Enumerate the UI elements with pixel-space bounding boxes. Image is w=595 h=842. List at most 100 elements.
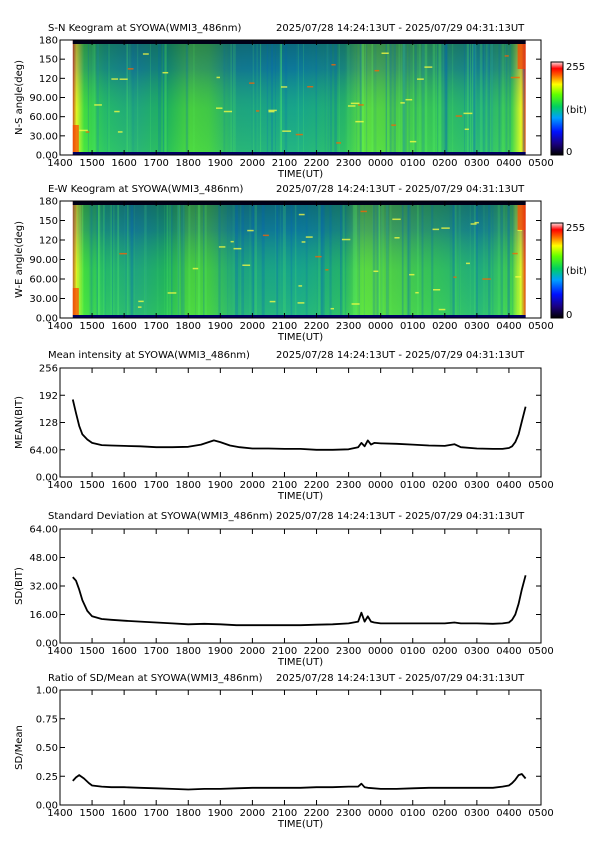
- x-tick-label: 0100: [400, 321, 425, 332]
- keogram-streak: [363, 205, 365, 315]
- keogram-streak: [453, 205, 456, 315]
- keogram-streak: [294, 205, 297, 315]
- x-tick-label: 1500: [79, 480, 104, 491]
- keogram-feature: [415, 291, 419, 294]
- keogram-feature: [400, 102, 405, 104]
- y-tick-label: 1.00: [36, 686, 58, 697]
- x-tick-label: 1800: [176, 158, 201, 169]
- y-tick-label: 0.00: [36, 639, 58, 650]
- keogram-streak: [473, 205, 476, 315]
- x-tick-label: 1700: [143, 808, 168, 819]
- keogram-streak: [507, 205, 510, 315]
- keogram-feature: [307, 85, 314, 88]
- keogram-streak: [280, 205, 282, 315]
- keogram-feature: [424, 66, 433, 68]
- x-tick-label: 1700: [143, 480, 168, 491]
- keogram-feature: [510, 76, 520, 79]
- keogram-streak: [131, 205, 133, 315]
- panel-time-range: 2025/07/28 14:24:13UT - 2025/07/29 04:31…: [276, 673, 525, 684]
- keogram-streak: [385, 44, 388, 152]
- panels: S-N Keogram at SYOWA(WMI3_486nm) 2025/07/…: [14, 23, 587, 830]
- keogram-feature: [94, 104, 102, 106]
- keogram-streak: [472, 44, 474, 152]
- keogram-feature: [433, 289, 441, 291]
- colorbar-min-label: 0: [566, 310, 572, 321]
- keogram-streak: [97, 205, 101, 315]
- x-tick-label: 0400: [496, 808, 521, 819]
- keogram-streak: [324, 44, 327, 152]
- panel-time-range: 2025/07/28 14:24:13UT - 2025/07/29 04:31…: [276, 511, 525, 522]
- y-tick-label: 120: [39, 236, 58, 247]
- panel-time-range: 2025/07/28 14:24:13UT - 2025/07/29 04:31…: [276, 23, 525, 34]
- keogram-streak: [251, 205, 254, 315]
- colorbar: [550, 222, 564, 319]
- keogram-streak: [483, 205, 485, 315]
- keogram-streak: [403, 44, 405, 152]
- keogram-streak: [128, 205, 129, 315]
- y-tick-label: 150: [39, 216, 58, 227]
- keogram-feature: [347, 105, 356, 107]
- keogram-streak: [507, 205, 511, 315]
- panel-3: Mean intensity at SYOWA(WMI3_486nm) 2025/…: [14, 350, 554, 502]
- x-tick-label: 2200: [304, 480, 329, 491]
- keogram-streak: [183, 205, 185, 315]
- keogram-streak: [180, 205, 184, 315]
- x-tick-label: 0300: [464, 321, 489, 332]
- keogram-bottom-edge: [72, 315, 526, 318]
- x-axis-label: TIME(UT): [277, 819, 323, 830]
- keogram-streak: [298, 44, 299, 152]
- x-tick-label: 1700: [143, 646, 168, 657]
- keogram-feature: [391, 124, 397, 126]
- x-tick-label: 1600: [111, 808, 136, 819]
- keogram-streak: [359, 44, 362, 152]
- x-tick-label: 2100: [272, 158, 297, 169]
- x-tick-label: 1500: [79, 321, 104, 332]
- keogram-streak: [329, 205, 333, 315]
- keogram-streak: [338, 44, 340, 152]
- keogram-streak: [252, 44, 255, 152]
- y-tick-label: 64.00: [29, 445, 58, 456]
- keogram-edge-glow: [517, 44, 526, 69]
- keogram-streak: [252, 205, 255, 315]
- keogram-feature: [282, 130, 292, 132]
- keogram-streak: [408, 205, 410, 315]
- keogram-streak: [514, 205, 517, 315]
- x-tick-label: 0300: [464, 646, 489, 657]
- y-tick-label: 0.00: [36, 151, 58, 162]
- keogram-streak: [490, 44, 493, 152]
- x-tick-label: 0400: [496, 646, 521, 657]
- keogram-streak: [322, 205, 325, 315]
- x-tick-label: 1900: [208, 480, 233, 491]
- keogram-streak: [261, 205, 265, 315]
- panel-title: Standard Deviation at SYOWA(WMI3_486nm): [48, 511, 273, 522]
- keogram-streak: [186, 44, 188, 152]
- y-tick-label: 48.00: [29, 553, 58, 564]
- keogram-streak: [388, 44, 390, 152]
- keogram-feature: [325, 269, 329, 271]
- colorbar-min-label: 0: [566, 147, 572, 158]
- keogram-streak: [320, 205, 322, 315]
- keogram-feature: [336, 142, 342, 144]
- keogram-feature: [216, 76, 220, 79]
- keogram-streak: [497, 205, 500, 315]
- keogram-streak: [126, 44, 129, 152]
- keogram-shading: [72, 40, 526, 155]
- keogram-streak: [339, 205, 341, 315]
- keogram-streak: [432, 44, 436, 152]
- keogram-feature: [255, 110, 260, 112]
- x-tick-label: 2000: [240, 321, 265, 332]
- x-tick-label: 0200: [432, 321, 457, 332]
- keogram-streak: [464, 44, 465, 152]
- y-tick-label: 90.00: [29, 93, 58, 104]
- keogram-streak: [93, 44, 96, 152]
- keogram-streak: [145, 205, 147, 315]
- keogram-streak: [405, 44, 407, 152]
- keogram-feature: [192, 267, 199, 270]
- keogram-streak: [279, 44, 282, 152]
- x-tick-label: 1500: [79, 646, 104, 657]
- keogram-streak: [195, 205, 196, 315]
- x-tick-label: 1800: [176, 480, 201, 491]
- y-tick-label: 0.25: [36, 772, 58, 783]
- y-axis-label: SD(BIT): [14, 567, 25, 605]
- keogram-feature: [331, 63, 336, 66]
